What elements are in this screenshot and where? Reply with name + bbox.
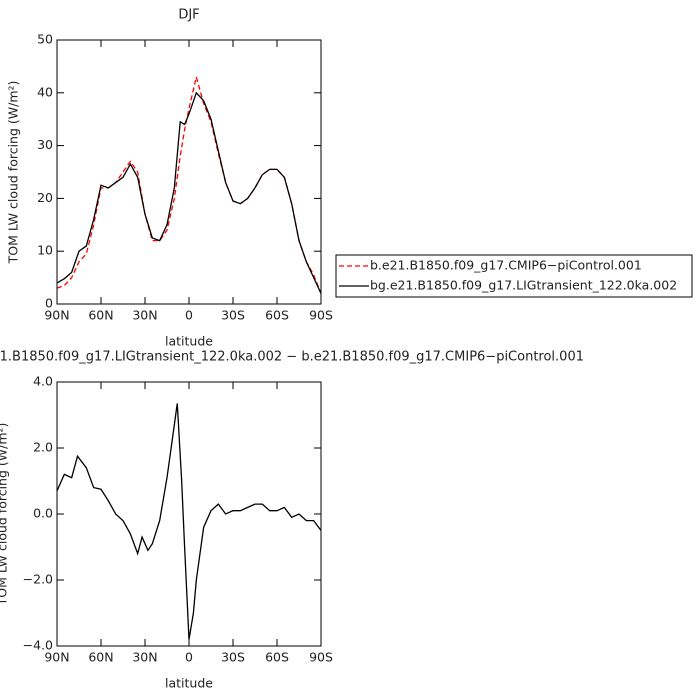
x-tick-label: 30S	[221, 308, 245, 323]
y-axis-label: TOM LW cloud forcing (W/m²)	[0, 423, 10, 607]
x-axis-label: latitude	[165, 676, 213, 691]
x-tick-label: 30S	[221, 650, 245, 665]
data-line	[56, 76, 322, 294]
x-tick-label: 90N	[44, 308, 69, 323]
legend-label: b.e21.B1850.f09_g17.CMIP6−piControl.001	[370, 258, 642, 273]
x-axis-label: latitude	[165, 334, 213, 349]
y-tick-label: −2.0	[23, 572, 53, 587]
x-tick-label: 60S	[265, 650, 289, 665]
y-tick-label: 4.0	[33, 374, 53, 389]
x-tick-label: 0	[185, 308, 193, 323]
y-axis-label: TOM LW cloud forcing (W/m²)	[6, 81, 21, 265]
y-tick-label: 20	[37, 190, 53, 205]
chart-title: DJF	[178, 8, 199, 23]
x-tick-label: 90N	[44, 650, 69, 665]
plot-frame	[56, 39, 322, 305]
x-tick-label: 90S	[309, 308, 333, 323]
plot-frame	[56, 381, 322, 647]
x-tick-label: 0	[185, 650, 193, 665]
y-tick-label: 30	[37, 137, 53, 152]
y-tick-label: 40	[37, 84, 53, 99]
x-tick-label: 30N	[132, 308, 157, 323]
y-tick-label: −4.0	[23, 638, 53, 653]
y-tick-label: 50	[37, 32, 53, 47]
y-tick-label: 0	[45, 296, 53, 311]
x-tick-label: 30N	[132, 650, 157, 665]
x-tick-label: 60S	[265, 308, 289, 323]
y-tick-label: 2.0	[33, 440, 53, 455]
x-tick-label: 60N	[88, 650, 113, 665]
y-tick-label: 0.0	[33, 506, 53, 521]
x-tick-label: 90S	[309, 650, 333, 665]
legend-box	[335, 254, 693, 298]
data-line	[56, 91, 322, 294]
chart-title: bg.e21.B1850.f09_g17.LIGtransient_122.0k…	[0, 350, 584, 365]
data-line	[56, 403, 322, 640]
legend-label: bg.e21.B1850.f09_g17.LIGtransient_122.0k…	[370, 278, 677, 293]
x-tick-label: 60N	[88, 308, 113, 323]
y-tick-label: 10	[37, 243, 53, 258]
